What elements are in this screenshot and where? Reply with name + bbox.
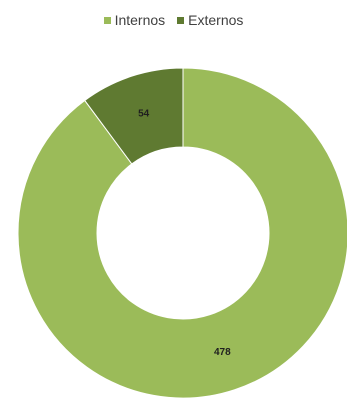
data-label-internos: 478 — [214, 347, 231, 358]
donut-data-labels: 478 54 — [138, 108, 231, 357]
legend-label-externos: Externos — [188, 12, 244, 28]
legend-swatch-externos — [177, 16, 185, 24]
legend-item-internos: Internos — [103, 12, 166, 28]
legend-item-externos: Externos — [177, 12, 243, 28]
data-label-externos: 54 — [138, 108, 150, 119]
legend-swatch-internos — [103, 16, 111, 24]
donut-slice-internos — [17, 67, 347, 399]
legend-label-internos: Internos — [114, 12, 166, 28]
donut-slices — [17, 67, 347, 399]
donut-slice-externos — [84, 67, 184, 165]
chart-legend: Internos Externos — [0, 12, 347, 28]
